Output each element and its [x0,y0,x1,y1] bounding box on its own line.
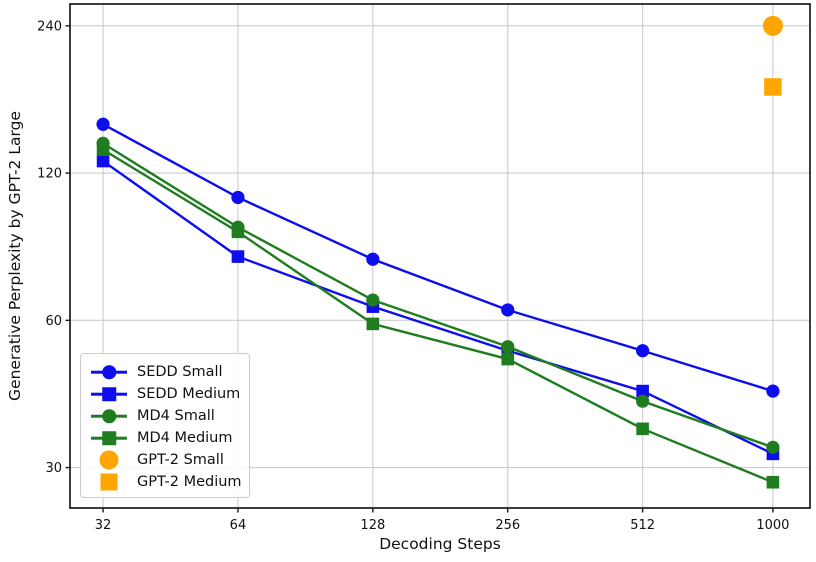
legend-line-square-icon [90,427,128,449]
series-line [102,160,774,455]
legend-item: SEDD Small [90,361,240,383]
series-md4-medium [96,143,780,489]
data-point-square [366,317,380,331]
legend-marker-square-icon [102,431,116,445]
legend: SEDD Small SEDD Medium MD4 Small MD4 Med… [80,353,250,498]
data-point-square [231,225,245,239]
data-point-circle [501,340,515,354]
x-axis-label: Decoding Steps [379,535,501,553]
legend-item-label: GPT-2 Medium [137,474,242,490]
tick-labels: 32 64 128 256 512 1000 30 60 120 240 [37,19,789,533]
data-point-square [96,154,110,168]
legend-item-label: MD4 Medium [137,430,233,446]
series-line [102,142,774,449]
x-tick-label: 512 [630,518,655,533]
legend-line-circle-icon [90,405,128,427]
legend-marker-square-icon [102,387,116,401]
series-sedd-small [96,117,780,398]
data-point-square [764,78,782,96]
legend-marker-square-icon [100,473,118,491]
data-point-circle [762,15,783,36]
data-point-circle [96,117,110,131]
axes-frame [69,3,811,509]
y-tick-label: 60 [45,314,62,329]
series-md4-small [96,136,780,454]
legend-line-circle-icon [90,361,128,383]
legend-item-label: GPT-2 Small [137,452,224,468]
y-tick-label: 120 [37,167,62,182]
data-point-circle [366,252,380,266]
x-tick-label: 256 [495,518,520,533]
legend-item-label: SEDD Medium [137,386,241,402]
x-tick-label: 32 [95,518,112,533]
series-gpt-2-medium [764,78,782,96]
y-axis-label: Generative Perplexity by GPT-2 Large [6,111,24,401]
axis-ticks [65,25,774,513]
data-point-square [231,250,245,263]
legend-marker-circle-icon [102,365,116,379]
data-series [96,15,783,489]
data-point-circle [231,190,245,205]
series-gpt-2-small [762,15,783,36]
legend-item: GPT-2 Small [90,449,240,471]
data-point-circle [766,440,780,454]
x-tick-label: 64 [230,518,247,533]
legend-item-label: SEDD Small [137,364,223,380]
data-point-circle [636,394,650,408]
legend-line-square-icon [90,383,128,405]
legend-item: MD4 Medium [90,427,240,449]
data-point-square [501,352,515,366]
data-point-square [636,422,649,436]
data-point-circle [501,303,515,317]
legend-marker-circle-icon [102,409,116,423]
data-point-square [636,384,649,398]
data-point-square [766,475,780,489]
data-point-square [96,143,110,156]
y-tick-label: 30 [45,461,62,476]
y-tick-label: 240 [37,19,62,34]
series-line [102,123,774,393]
x-tick-label: 1000 [756,518,789,533]
series-line [102,148,774,484]
legend-item: GPT-2 Medium [90,471,242,493]
legend-marker-circle-icon [99,450,119,470]
legend-circle-icon [90,449,128,471]
x-tick-label: 128 [360,518,385,533]
plot-border [69,3,811,509]
legend-item: SEDD Medium [90,383,240,405]
legend-square-icon [90,471,128,493]
legend-item: MD4 Small [90,405,240,427]
legend-item-label: MD4 Small [137,408,215,424]
data-point-circle [636,344,650,358]
data-point-circle [766,384,780,398]
data-point-circle [366,293,380,307]
